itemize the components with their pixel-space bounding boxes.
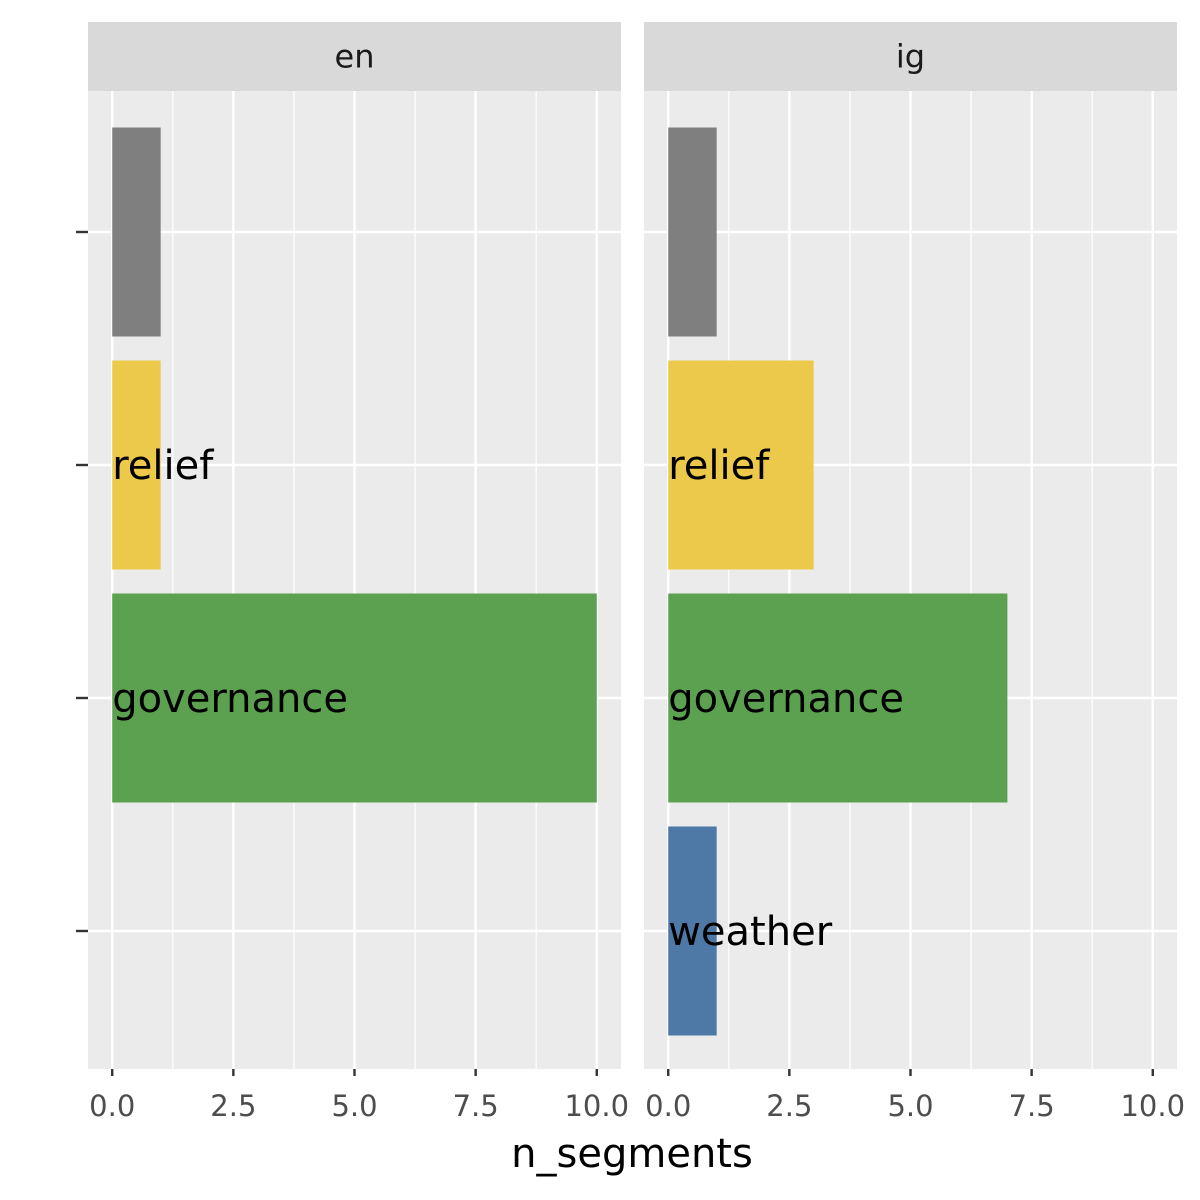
x-tick-label: 2.5 xyxy=(766,1089,812,1123)
x-tick-label: 10.0 xyxy=(1120,1089,1185,1123)
x-tick-label: 7.5 xyxy=(453,1089,499,1123)
bar-label: relief xyxy=(112,443,214,489)
bar-label: relief xyxy=(668,443,770,489)
y-axis-ticks xyxy=(76,230,88,933)
x-tick-label: 0.0 xyxy=(645,1089,691,1123)
x-axis-title: n_segments xyxy=(511,1131,753,1177)
panel-en: en relief governance 0.0 2.5 5.0 7.5 10.0 xyxy=(88,22,629,1123)
bar-relief xyxy=(668,360,814,570)
bar-label: weather xyxy=(668,909,832,955)
x-tick-label: 2.5 xyxy=(210,1089,256,1123)
bar-relief xyxy=(112,360,161,570)
facet-strip xyxy=(88,22,621,91)
x-tick-label: 0.0 xyxy=(89,1089,135,1123)
bar-weather xyxy=(668,826,717,1036)
facet-strip-label: en xyxy=(335,38,375,76)
bar-label: governance xyxy=(668,676,904,722)
bar-governance xyxy=(112,593,597,803)
x-tick-label: 5.0 xyxy=(331,1089,377,1123)
x-tick-label: 7.5 xyxy=(1009,1089,1055,1123)
panel-ig: ig relief governance weather 0.0 2.5 5.0 7.5 10.… xyxy=(644,22,1185,1123)
facet-strip-label: ig xyxy=(896,38,925,76)
panels-layer: en relief governance 0.0 2.5 5.0 7.5 10.0 ig reli… xyxy=(88,22,1185,1123)
x-tick-label: 5.0 xyxy=(887,1089,933,1123)
facet-strip xyxy=(644,22,1177,91)
x-tick-label: 10.0 xyxy=(564,1089,629,1123)
bar-label: governance xyxy=(112,676,348,722)
bar-governance xyxy=(668,593,1008,803)
bar-unlabeled xyxy=(112,127,161,337)
bar-unlabeled xyxy=(668,127,717,337)
